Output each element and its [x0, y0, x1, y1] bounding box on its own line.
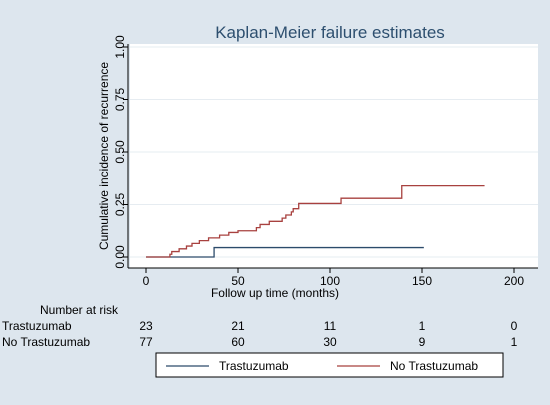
y-tick-label-4: 1.00: [113, 35, 127, 59]
risk-value-0-0: 23: [139, 319, 153, 333]
risk-value-1-2: 30: [323, 335, 337, 349]
chart-title: Kaplan-Meier failure estimates: [215, 23, 445, 42]
risk-value-0-4: 0: [511, 319, 518, 333]
x-tick-label-2: 100: [320, 274, 340, 288]
risk-value-1-1: 60: [231, 335, 245, 349]
legend-label-0: Trastuzumab: [219, 359, 289, 373]
x-tick-label-0: 0: [143, 274, 150, 288]
risk-value-0-2: 11: [324, 319, 337, 333]
x-tick-labels: 0 50 100 150 200: [143, 274, 525, 288]
y-tick-label-2: 0.50: [113, 140, 127, 164]
risk-table: Trastuzumab 23 21 11 1 0No Trastuzumab 77 60 30 9…: [2, 319, 518, 349]
series-line-1: [146, 184, 485, 258]
risk-value-0-1: 21: [231, 319, 245, 333]
legend-label-1: No Trastuzumab: [390, 359, 478, 373]
x-axis-label: Follow up time (months): [211, 286, 339, 300]
risk-row-label-0: Trastuzumab: [2, 319, 72, 333]
y-tick-label-1: 0.25: [113, 192, 127, 216]
y-tick-label-3: 0.75: [113, 87, 127, 111]
y-tick-labels: 0.00 0.25 0.50 0.75 1.00: [113, 35, 127, 269]
plot-area: [130, 44, 538, 268]
x-tick-label-1: 50: [231, 274, 245, 288]
y-tick-label-0: 0.00: [113, 245, 127, 269]
risk-value-1-3: 9: [419, 335, 426, 349]
axes: [123, 44, 538, 273]
risk-table-title: Number at risk: [40, 303, 119, 317]
curves: [146, 184, 485, 258]
y-axis-label: Cumulative incidence of recurrence: [97, 62, 111, 250]
risk-value-1-0: 77: [139, 335, 153, 349]
legend-entries: Trastuzumab No Trastuzumab: [166, 359, 478, 373]
x-tick-label-4: 200: [504, 274, 524, 288]
series-line-0: [146, 246, 424, 258]
x-tick-label-3: 150: [412, 274, 432, 288]
legend: [155, 352, 504, 378]
risk-value-0-3: 1: [419, 319, 426, 333]
risk-row-label-1: No Trastuzumab: [2, 335, 90, 349]
risk-value-1-4: 1: [511, 335, 518, 349]
